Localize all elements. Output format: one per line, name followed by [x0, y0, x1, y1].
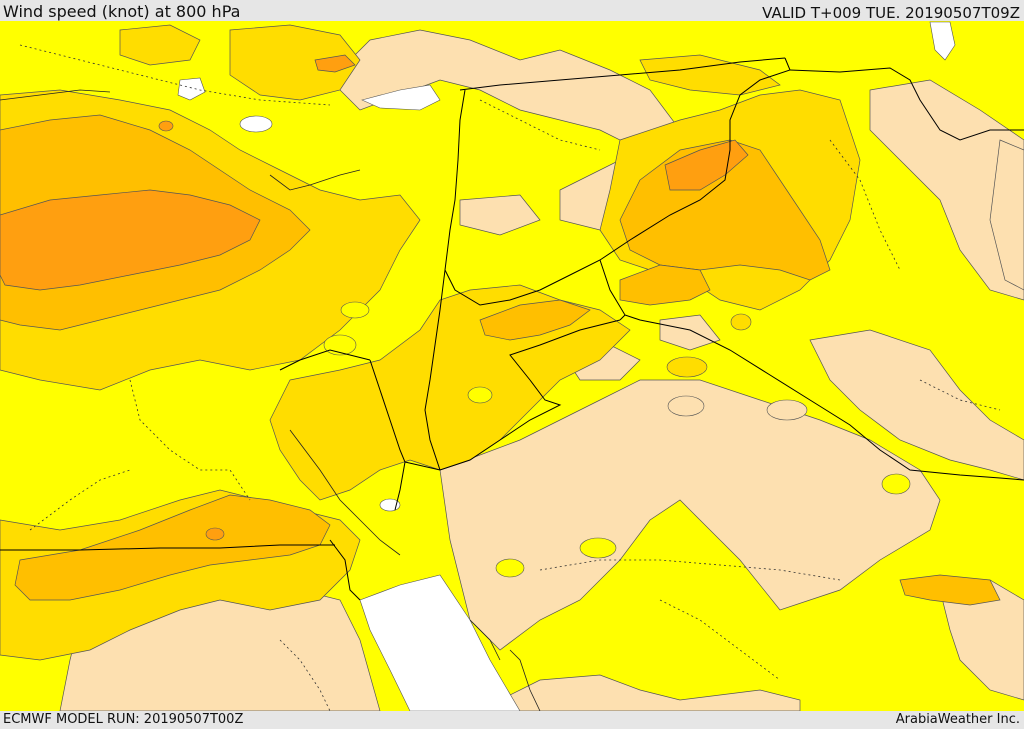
scattered-patches: [158, 120, 911, 578]
country-borders: [0, 57, 1024, 601]
calm-regions: [59, 29, 1024, 711]
header-bar: [0, 0, 1024, 22]
credit-text: ArabiaWeather Inc.: [895, 712, 1020, 727]
valid-time: VALID T+009 TUE. 20190507T09Z: [762, 4, 1020, 22]
no-data-regions: [177, 21, 956, 711]
footer-bar: [0, 711, 1024, 729]
wind-speed-map: [0, 21, 1024, 711]
coastlines: [0, 89, 541, 711]
map-title: Wind speed (knot) at 800 hPa: [3, 2, 241, 21]
dotted-boundaries: [19, 44, 1001, 711]
stronger-regions: [0, 54, 749, 291]
model-run: ECMWF MODEL RUN: 20190507T00Z: [3, 712, 244, 727]
